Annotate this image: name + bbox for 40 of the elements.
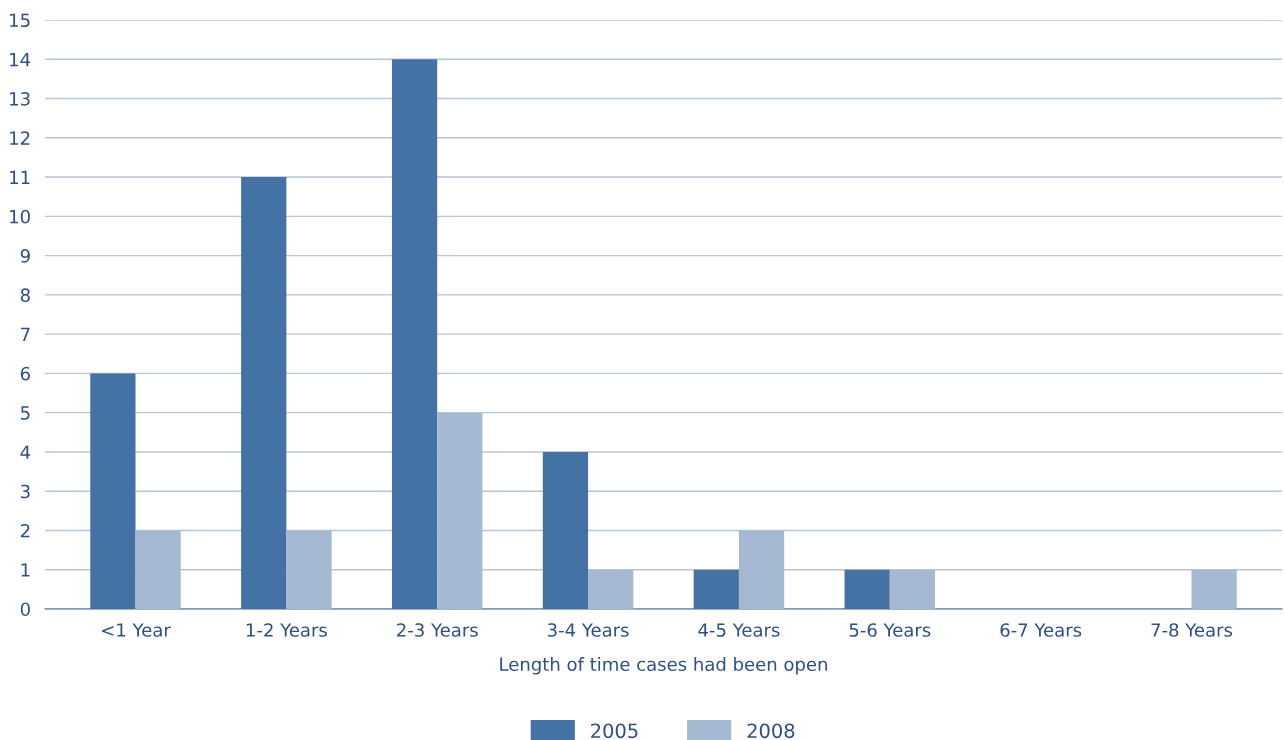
y-tick-label: 1: [21, 563, 30, 577]
y-tick-label: 8: [20, 288, 30, 302]
x-axis-title: Length of time cases had been open: [500, 657, 827, 675]
y-tick-label: 7: [21, 327, 30, 341]
bar: [391, 59, 438, 609]
y-tick-label: 13: [10, 91, 30, 106]
y-tick-label: 6: [20, 366, 30, 381]
y-tick-label: 14: [10, 52, 31, 67]
bar: [542, 451, 589, 609]
legend-label: 2008: [747, 723, 795, 739]
bar: [738, 530, 785, 609]
legend-label: 2005: [591, 723, 638, 739]
x-tick-label: 4-5 Years: [698, 623, 780, 637]
x-tick-label: 6-7 Years: [1000, 623, 1082, 637]
bar: [1191, 569, 1237, 609]
y-tick-label: 11: [10, 170, 30, 184]
y-tick-label: 9: [20, 249, 30, 263]
y-tick-label: 10: [10, 209, 30, 224]
x-tick-label: 5-6 Years: [849, 623, 931, 637]
bar: [135, 530, 181, 609]
x-tick-label: 3-4 Years: [548, 623, 629, 637]
bar: [889, 569, 936, 609]
bar: [90, 373, 136, 609]
bar: [693, 569, 739, 609]
y-tick-label: 4: [20, 445, 31, 459]
bar: [588, 569, 634, 609]
y-tick-label: 3: [21, 484, 30, 499]
x-tick-label: 2-3 Years: [397, 623, 478, 637]
bar: [844, 569, 890, 609]
y-tick-label: 2: [20, 523, 30, 538]
y-tick-label: 5: [21, 406, 30, 420]
x-tick-label: 7-8 Years: [1151, 623, 1233, 637]
bar: [437, 412, 483, 609]
y-tick-label: 15: [10, 13, 30, 28]
bar: [286, 530, 332, 609]
y-tick-label: 12: [10, 131, 30, 145]
y-tick-label: 0: [20, 602, 30, 617]
x-tick-label: <1 Year: [102, 623, 171, 637]
x-tick-label: 1-2 Years: [246, 623, 327, 637]
bar: [241, 177, 287, 609]
